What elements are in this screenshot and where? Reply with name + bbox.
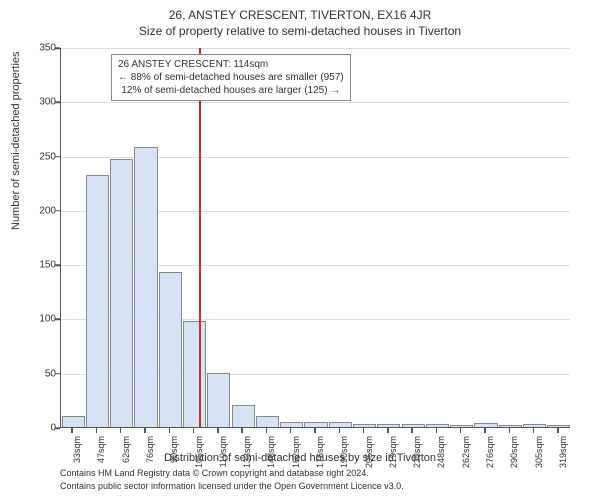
x-tick-mark xyxy=(266,428,268,433)
annotation-line: ← 88% of semi-detached houses are smalle… xyxy=(118,71,344,84)
y-tick-mark xyxy=(55,319,60,321)
x-tick-mark xyxy=(411,428,413,433)
bar xyxy=(353,424,376,427)
gridline xyxy=(61,102,570,103)
x-tick-mark xyxy=(484,428,486,433)
bar xyxy=(402,424,425,427)
y-tick-label: 150 xyxy=(26,260,56,271)
y-tick-mark xyxy=(55,373,60,375)
bar xyxy=(474,423,497,427)
x-tick-mark xyxy=(71,428,73,433)
reference-line xyxy=(199,48,201,427)
footer-line-2: Contains public sector information licen… xyxy=(60,481,404,493)
y-tick-label: 250 xyxy=(26,151,56,162)
x-tick-mark xyxy=(241,428,243,433)
plot-area: 26 ANSTEY CRESCENT: 114sqm← 88% of semi-… xyxy=(60,48,570,428)
x-tick-mark xyxy=(460,428,462,433)
y-tick-mark xyxy=(55,210,60,212)
chart-title-1: 26, ANSTEY CRESCENT, TIVERTON, EX16 4JR xyxy=(0,8,600,22)
gridline xyxy=(61,48,570,49)
y-tick-mark xyxy=(55,156,60,158)
bar xyxy=(110,159,133,427)
bar xyxy=(62,416,85,427)
y-tick-mark xyxy=(55,427,60,429)
histogram-chart: 26, ANSTEY CRESCENT, TIVERTON, EX16 4JR … xyxy=(0,0,600,500)
chart-title-2: Size of property relative to semi-detach… xyxy=(0,24,600,38)
x-tick-mark xyxy=(144,428,146,433)
x-tick-mark xyxy=(436,428,438,433)
x-tick-mark xyxy=(120,428,122,433)
y-tick-label: 100 xyxy=(26,314,56,325)
y-tick-label: 0 xyxy=(26,423,56,434)
x-tick-mark xyxy=(387,428,389,433)
y-tick-label: 300 xyxy=(26,97,56,108)
bar xyxy=(256,416,279,427)
bar xyxy=(450,425,473,427)
bar xyxy=(377,424,400,427)
y-tick-label: 200 xyxy=(26,205,56,216)
x-tick-mark xyxy=(96,428,98,433)
annotation-box: 26 ANSTEY CRESCENT: 114sqm← 88% of semi-… xyxy=(111,54,351,101)
y-tick-label: 50 xyxy=(26,368,56,379)
x-tick-mark xyxy=(339,428,341,433)
bar xyxy=(86,175,109,427)
bar xyxy=(426,424,449,427)
y-tick-label: 350 xyxy=(26,43,56,54)
x-tick-mark xyxy=(314,428,316,433)
bar xyxy=(547,425,570,427)
bar xyxy=(207,373,230,427)
x-tick-mark xyxy=(509,428,511,433)
x-tick-mark xyxy=(557,428,559,433)
footer-line-1: Contains HM Land Registry data © Crown c… xyxy=(60,468,369,480)
x-tick-mark xyxy=(290,428,292,433)
bar xyxy=(280,422,303,427)
bar xyxy=(523,424,546,427)
y-tick-mark xyxy=(55,47,60,49)
bar xyxy=(159,272,182,427)
x-axis-label: Distribution of semi-detached houses by … xyxy=(0,452,600,464)
x-tick-mark xyxy=(533,428,535,433)
bar xyxy=(183,321,206,427)
y-axis-label: Number of semi-detached properties xyxy=(10,51,22,230)
bar xyxy=(134,147,157,427)
x-tick-mark xyxy=(217,428,219,433)
y-tick-mark xyxy=(55,102,60,104)
annotation-line: 12% of semi-detached houses are larger (… xyxy=(118,84,344,97)
x-tick-mark xyxy=(363,428,365,433)
bar xyxy=(304,422,327,427)
bar xyxy=(329,422,352,427)
bar xyxy=(232,405,255,427)
x-tick-mark xyxy=(169,428,171,433)
bar xyxy=(499,425,522,427)
y-tick-mark xyxy=(55,264,60,266)
x-tick-mark xyxy=(193,428,195,433)
annotation-line: 26 ANSTEY CRESCENT: 114sqm xyxy=(118,58,344,71)
